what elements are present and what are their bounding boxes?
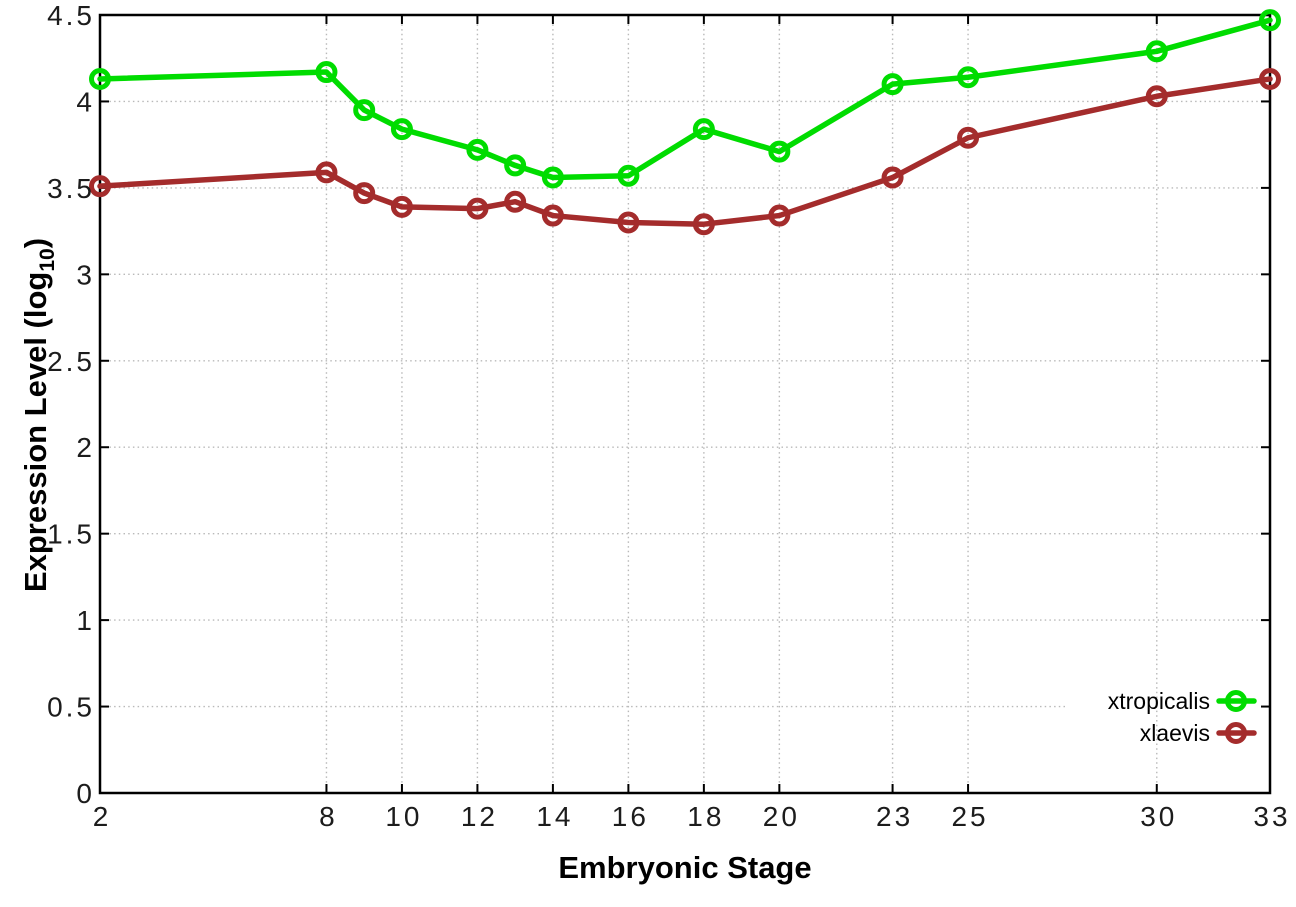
y-axis-title-main: Expression Level (log (18, 272, 53, 592)
data-point-xtropicalis-23 (881, 73, 904, 96)
legend-sample-marker-xlaevis (1225, 722, 1247, 744)
x-tick-label: 23 (876, 801, 913, 832)
data-point-xlaevis-13 (504, 190, 527, 213)
x-tick-label: 20 (763, 801, 800, 832)
x-tick-label: 14 (536, 801, 573, 832)
data-point-xlaevis-33 (1259, 67, 1281, 90)
data-point-xtropicalis-13 (504, 154, 527, 177)
data-point-xlaevis-30 (1145, 85, 1168, 108)
data-point-xlaevis-23 (881, 166, 904, 189)
x-tick-label: 12 (461, 801, 498, 832)
data-point-xlaevis-12 (466, 197, 489, 220)
y-axis-title-close: ) (18, 238, 53, 248)
x-tick-label: 30 (1140, 801, 1177, 832)
y-tick-label: 2.5 (47, 346, 95, 377)
data-point-xtropicalis-25 (957, 66, 980, 89)
plot-border (98, 13, 1272, 795)
tick-labels: 2 8 10 12 14 16 18 20 23 25 30 33 0 0.5 1 1.5 2 2.5 3 3.5 4 4… (47, 0, 1290, 832)
x-axis-title: Embryonic Stage (558, 850, 811, 885)
data-point-xtropicalis-14 (541, 166, 564, 189)
data-point-xtropicalis-18 (692, 118, 715, 141)
data-point-xtropicalis-10 (390, 118, 413, 141)
gridlines (100, 15, 1270, 793)
data-point-xtropicalis-12 (466, 138, 489, 161)
y-axis-title: Expression Level (log10) (18, 238, 59, 592)
data-point-xlaevis-2 (89, 175, 111, 198)
data-series (89, 9, 1281, 236)
y-tick-label: 2 (76, 432, 95, 463)
data-point-xtropicalis-9 (353, 99, 376, 122)
y-tick-label: 4.5 (47, 0, 95, 31)
data-point-xtropicalis-2 (89, 67, 111, 90)
legend-label-xtropicalis: xtropicalis (1108, 688, 1210, 714)
data-point-xtropicalis-33 (1259, 9, 1281, 32)
legend: xtropicalis xlaevis (1108, 688, 1257, 746)
data-point-xtropicalis-16 (617, 164, 640, 187)
x-tick-label: 2 (93, 801, 112, 832)
x-tick-label: 18 (687, 801, 724, 832)
data-point-xtropicalis-8 (315, 61, 338, 84)
x-tick-label: 16 (612, 801, 649, 832)
series-line-xlaevis (97, 76, 1273, 227)
data-point-xlaevis-16 (617, 211, 640, 234)
data-point-xlaevis-10 (390, 195, 413, 218)
legend-markers (1216, 690, 1257, 744)
x-tick-label: 8 (319, 801, 338, 832)
y-tick-label: 1 (76, 605, 95, 636)
y-axis-title-subscript: 10 (36, 248, 59, 271)
axes (98, 13, 1272, 795)
x-tick-label: 10 (385, 801, 422, 832)
data-point-xlaevis-14 (541, 204, 564, 227)
y-tick-label: 3 (76, 259, 95, 290)
y-tick-label: 1.5 (47, 519, 95, 550)
data-point-xlaevis-9 (353, 182, 376, 205)
y-tick-label: 4 (76, 86, 95, 117)
y-tick-label: 3.5 (47, 173, 95, 204)
data-point-xlaevis-18 (692, 213, 715, 236)
y-tick-label: 0.5 (47, 692, 95, 723)
data-point-xtropicalis-30 (1145, 40, 1168, 63)
legend-label-xlaevis: xlaevis (1140, 720, 1210, 746)
series-line-xtropicalis (97, 17, 1273, 181)
x-tick-label: 25 (951, 801, 988, 832)
y-tick-label: 0 (76, 778, 95, 809)
data-point-xtropicalis-20 (768, 140, 791, 163)
x-tick-label: 33 (1253, 801, 1290, 832)
data-point-xlaevis-8 (315, 161, 338, 184)
data-point-xlaevis-20 (768, 204, 791, 227)
legend-sample-marker-xtropicalis (1225, 690, 1247, 712)
data-point-xlaevis-25 (957, 126, 980, 149)
